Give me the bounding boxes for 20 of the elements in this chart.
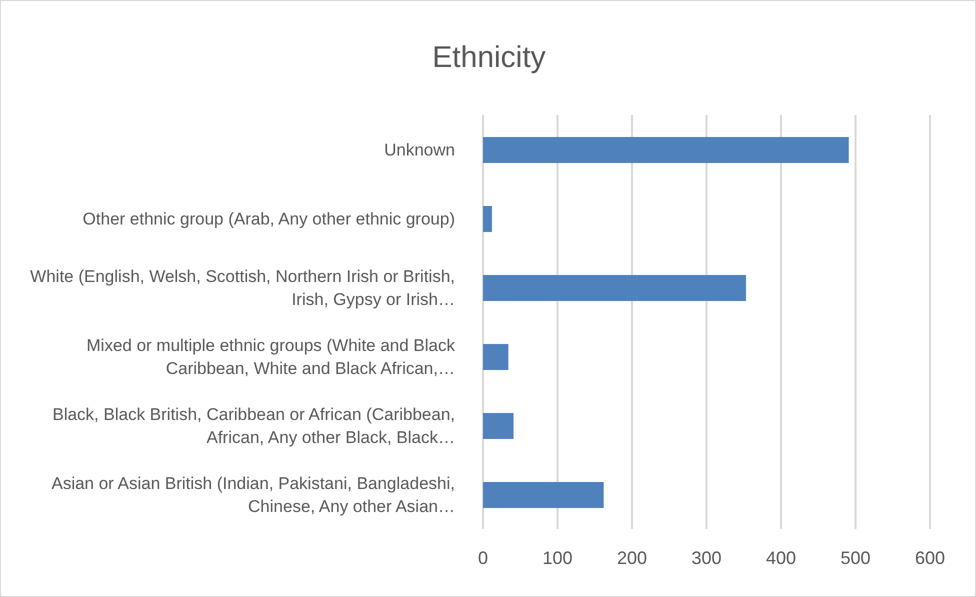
x-tick-label: 400 — [766, 548, 796, 568]
x-tick-label: 200 — [616, 548, 648, 568]
y-tick-label: Asian or Asian British (Indian, Pakistani, Bangladeshi, Chinese, Any other Asian… — [51, 474, 455, 516]
x-tick-label: 300 — [691, 548, 722, 568]
chart-title: Ethnicity — [431, 41, 547, 75]
y-tick-label: Mixed or multiple ethnic groups (White and Black Caribbean, White and Black African,… — [86, 336, 456, 378]
y-tick-label: White (English, Welsh, Scottish, Northern Irish or British, Irish, Gypsy or Irish… — [30, 266, 455, 308]
x-tick-label: 100 — [542, 548, 573, 568]
x-tick-label: 500 — [840, 548, 871, 568]
bar — [483, 206, 492, 232]
x-tick-label: 600 — [914, 548, 946, 568]
x-tick-label: 0 — [478, 548, 488, 568]
bar — [483, 482, 604, 508]
bar — [483, 137, 849, 163]
y-tick-label: Other ethnic group (Arab, Any other ethnic group) — [82, 209, 455, 228]
y-tick-label: Black, Black British, Caribbean or African (Caribbean, African, Any other Black, Black… — [52, 404, 455, 446]
bar — [483, 413, 514, 439]
bar — [483, 275, 746, 301]
bar — [483, 344, 508, 370]
y-tick-label: Unknown — [384, 140, 455, 159]
